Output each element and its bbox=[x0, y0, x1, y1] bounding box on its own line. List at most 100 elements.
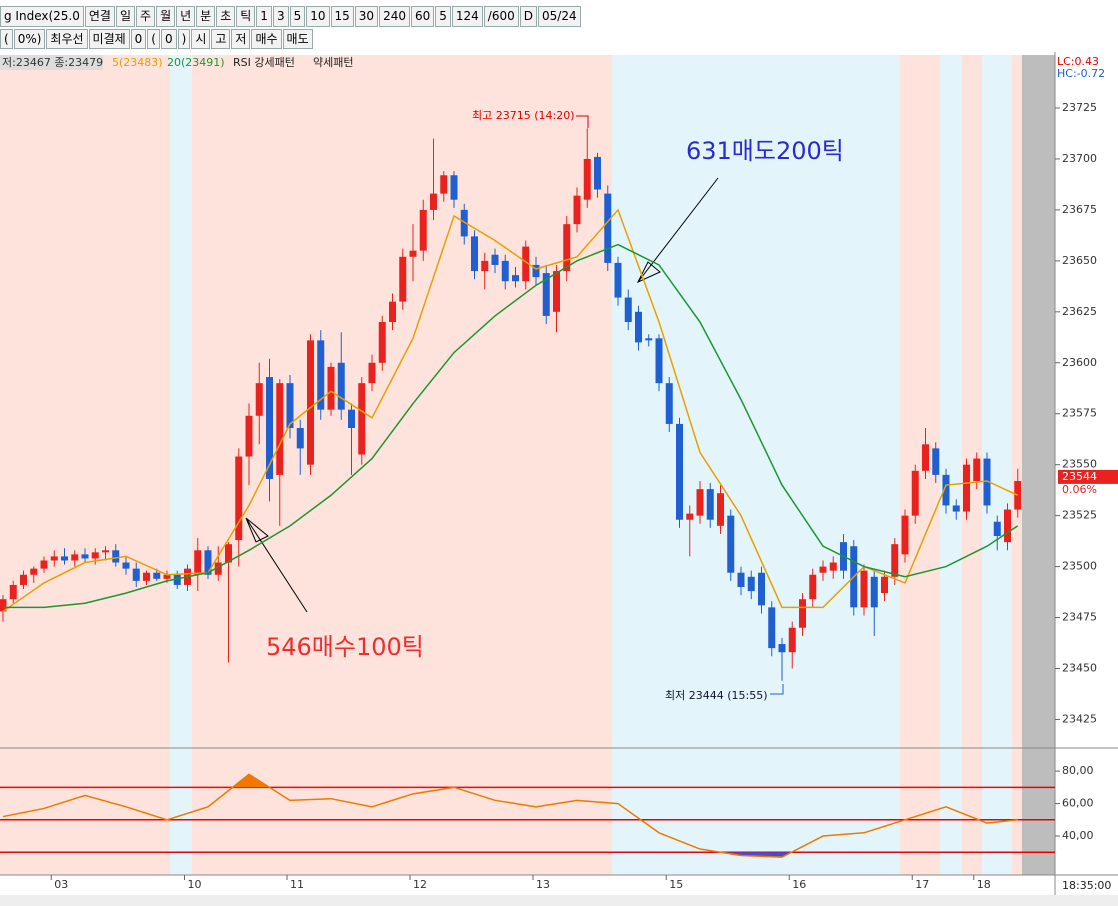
toolbar-item[interactable]: 124 bbox=[451, 6, 483, 27]
toolbar-item[interactable]: 240 bbox=[379, 6, 410, 27]
toolbar-item[interactable]: 틱 bbox=[236, 6, 256, 27]
candle-body bbox=[50, 556, 58, 561]
toolbar-item[interactable]: 5 bbox=[435, 6, 451, 27]
candle-body bbox=[440, 175, 448, 194]
toolbar-item[interactable]: ) bbox=[177, 29, 191, 49]
candle-body bbox=[624, 297, 632, 323]
candle-body bbox=[696, 489, 704, 516]
toolbar-item[interactable]: 저 bbox=[231, 29, 251, 49]
toolbar-item[interactable]: 매수 bbox=[251, 29, 282, 49]
toolbar-item[interactable]: 월 bbox=[156, 6, 176, 27]
candle-body bbox=[911, 470, 919, 516]
candle-body bbox=[368, 362, 376, 384]
candle-body bbox=[173, 574, 181, 585]
toolbar-item[interactable]: 주 bbox=[136, 6, 156, 27]
y-tick-label: 23450 bbox=[1062, 662, 1097, 675]
candle-body bbox=[0, 599, 7, 612]
candle-body bbox=[163, 574, 171, 579]
toolbar-item[interactable]: 0%) bbox=[13, 29, 46, 49]
legend-entry: 5(23483) bbox=[112, 56, 163, 69]
toolbar-item[interactable]: 15 bbox=[330, 6, 354, 27]
candle-body bbox=[71, 554, 79, 561]
candle-body bbox=[993, 521, 1001, 537]
candle-body bbox=[286, 383, 294, 428]
toolbar-item[interactable]: 3 bbox=[272, 6, 289, 27]
buy-label: 546매수100틱 bbox=[266, 633, 424, 661]
toolbar-item[interactable]: 30 bbox=[354, 6, 379, 27]
toolbar-item[interactable]: ( bbox=[0, 29, 13, 49]
y-tick-label: 23425 bbox=[1062, 712, 1097, 725]
toolbar-item[interactable]: 연결 bbox=[84, 6, 115, 27]
rsi-hot bbox=[232, 774, 270, 788]
candle-body bbox=[942, 474, 950, 506]
rsi-tick-label: 60,00 bbox=[1062, 797, 1094, 810]
candle-body bbox=[276, 383, 284, 475]
toolbar-item[interactable]: 분 bbox=[196, 6, 216, 27]
toolbar: g Index(25.0 연결 일 주 월 년 분 초 틱 1 3 5 10 15 30 240 60 5 124/… bbox=[0, 6, 582, 27]
toolbar-item[interactable]: 시 bbox=[191, 29, 211, 49]
candle-body bbox=[337, 362, 345, 410]
toolbar-item[interactable]: 미결제 bbox=[88, 29, 130, 49]
toolbar-item[interactable]: 0 bbox=[130, 29, 147, 49]
last-change: 0.06% bbox=[1062, 483, 1097, 496]
candle-body bbox=[430, 193, 437, 210]
toolbar-item[interactable]: 초 bbox=[216, 6, 236, 27]
candle-body bbox=[717, 493, 724, 526]
candle-body bbox=[317, 340, 325, 410]
candle-body bbox=[522, 246, 530, 282]
x-tick-label: 18 bbox=[977, 878, 991, 891]
toolbar-item[interactable]: 60 bbox=[410, 6, 435, 27]
candle-body bbox=[450, 175, 458, 200]
y-tick-label: 23625 bbox=[1062, 305, 1097, 318]
candle-body bbox=[122, 562, 130, 569]
toolbar-item[interactable]: D bbox=[519, 6, 537, 27]
toolbar-item[interactable]: ( bbox=[147, 29, 160, 49]
candle-body bbox=[809, 574, 817, 600]
toolbar-item[interactable]: 년 bbox=[176, 6, 196, 27]
toolbar-item[interactable]: g Index(25.0 bbox=[0, 6, 84, 27]
candle-body bbox=[194, 550, 202, 575]
y-tick-label: 23475 bbox=[1062, 611, 1097, 624]
toolbar-item[interactable]: 0 bbox=[160, 29, 177, 49]
toolbar-item[interactable]: 05/24 bbox=[538, 6, 581, 27]
candle-body bbox=[655, 338, 663, 384]
toolbar-item[interactable]: 5 bbox=[289, 6, 306, 27]
candle-body bbox=[583, 158, 591, 200]
toolbar-item[interactable]: 10 bbox=[306, 6, 330, 27]
candle-body bbox=[594, 156, 601, 190]
x-tick-label: 16 bbox=[792, 878, 806, 891]
zones bbox=[0, 52, 1118, 906]
y-tick-label: 23550 bbox=[1062, 458, 1097, 471]
pattern-down: 약세패턴 bbox=[313, 55, 353, 69]
candle-body bbox=[358, 383, 366, 455]
x-tick-label: 17 bbox=[915, 878, 929, 891]
toolbar-item[interactable]: 고 bbox=[211, 29, 231, 49]
candle-body bbox=[30, 568, 38, 575]
hc: HC:-0.72 bbox=[1057, 67, 1105, 80]
candle-body bbox=[204, 550, 212, 575]
candle-body bbox=[9, 584, 17, 600]
candle-body bbox=[778, 644, 786, 653]
price-tag bbox=[1058, 469, 1118, 484]
candle-body bbox=[573, 195, 581, 225]
toolbar-item[interactable]: 일 bbox=[115, 6, 136, 27]
toolbar-item[interactable]: 매도 bbox=[282, 29, 313, 49]
candle-body bbox=[542, 273, 550, 316]
toolbar-item[interactable]: 1 bbox=[256, 6, 272, 27]
x-tick-label: 15 bbox=[669, 878, 683, 891]
candle-body bbox=[952, 505, 960, 512]
y-tick-label: 23725 bbox=[1062, 101, 1097, 114]
candle-body bbox=[799, 599, 806, 628]
candle-body bbox=[788, 627, 796, 653]
x-tick-label: 11 bbox=[290, 878, 304, 891]
toolbar-item[interactable]: /600 bbox=[483, 6, 519, 27]
candle-body bbox=[245, 415, 253, 457]
candle-body bbox=[891, 544, 899, 577]
candle-body bbox=[747, 576, 755, 592]
candle-body bbox=[983, 458, 991, 506]
candle-body bbox=[860, 570, 868, 608]
candle-body bbox=[1014, 480, 1022, 510]
toolbar-item[interactable]: 최우선 bbox=[46, 29, 88, 49]
candle-body bbox=[706, 489, 714, 520]
